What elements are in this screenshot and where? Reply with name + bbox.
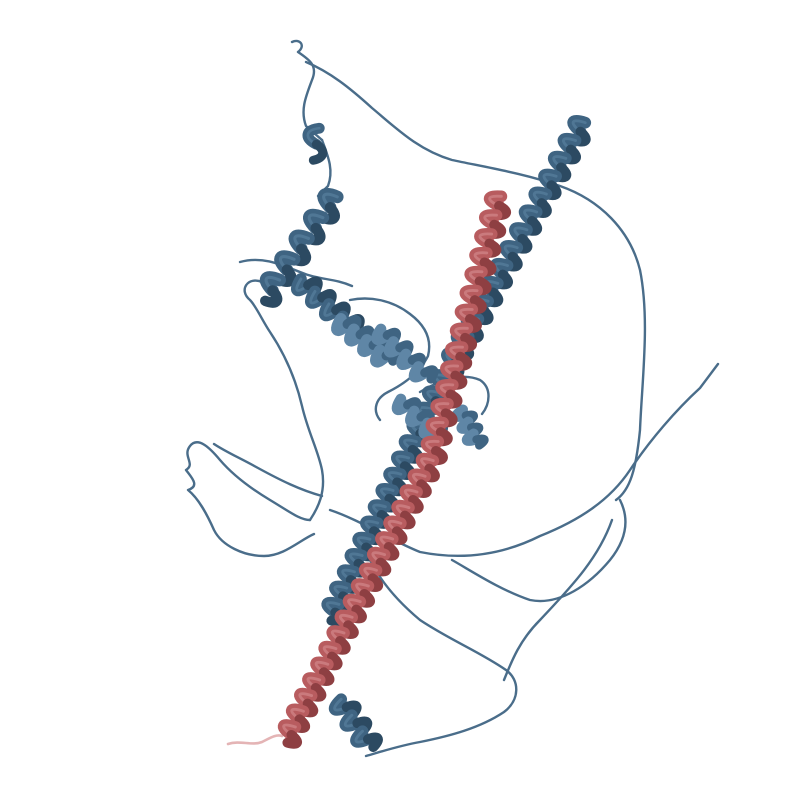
loop-trace (364, 558, 518, 758)
helix-turn (420, 365, 439, 384)
loop-trace (243, 279, 325, 522)
blue-helix-a (259, 187, 344, 308)
red-long-helix-lower (277, 452, 440, 749)
helix-turn (260, 285, 283, 308)
loop-trace (238, 258, 354, 288)
blue-helix-h (328, 693, 383, 753)
helix-turn (308, 139, 328, 165)
helix-regions (259, 115, 592, 753)
blue-helix-b (302, 122, 328, 165)
loop-trace (502, 518, 614, 682)
helix-turn (472, 434, 489, 450)
loop-trace (184, 441, 316, 558)
loop-trace (304, 60, 647, 502)
helix-turn (282, 729, 302, 749)
loop-trace (212, 442, 324, 498)
red-long-helix-upper (420, 190, 512, 466)
blue-helix-g (451, 404, 489, 450)
loop-trace (348, 297, 431, 422)
blue-helix-e (371, 323, 439, 384)
loop-trace (226, 734, 284, 746)
helix-turn (362, 732, 383, 753)
loop-trace (450, 498, 627, 603)
